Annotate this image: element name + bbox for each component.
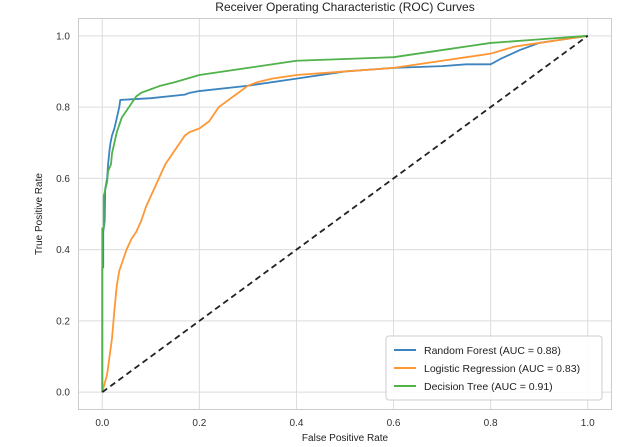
series-line [101, 34, 588, 393]
y-tick-label: 0.0 [56, 388, 70, 399]
y-tick-label: 0.2 [56, 316, 70, 327]
legend-label: Decision Tree (AUC = 0.91) [424, 381, 553, 393]
x-tick-label: 0.4 [290, 418, 304, 429]
x-tick-label: 0.6 [387, 418, 401, 429]
y-axis-label: True Positive Rate [34, 173, 45, 255]
tick-labels: 0.0 0.2 0.4 0.6 0.8 1.0 0.0 0.2 0.4 0.6 0.8 1.0 [56, 31, 595, 429]
series-line [101, 34, 588, 393]
x-tick-label: 0.0 [95, 418, 109, 429]
chance-diagonal-line [101, 35, 589, 393]
legend-label: Random Forest (AUC = 0.88) [424, 345, 561, 357]
x-axis-label: False Positive Rate [302, 433, 389, 444]
series-lines [101, 34, 589, 393]
y-tick-label: 0.6 [56, 174, 70, 185]
legend-box [385, 335, 603, 401]
y-tick-label: 0.8 [56, 103, 70, 114]
x-tick-label: 0.8 [484, 418, 498, 429]
legend-label: Logistic Regression (AUC = 0.83) [424, 363, 580, 375]
y-tick-label: 1.0 [56, 31, 70, 42]
x-tick-label: 1.0 [581, 418, 595, 429]
x-tick-label: 0.2 [192, 418, 206, 429]
chart-title: Receiver Operating Characteristic (ROC) … [215, 0, 474, 14]
legend: Random Forest (AUC = 0.88) Logistic Regre… [385, 335, 603, 401]
plot-frame [78, 18, 612, 410]
y-tick-label: 0.4 [56, 245, 70, 256]
